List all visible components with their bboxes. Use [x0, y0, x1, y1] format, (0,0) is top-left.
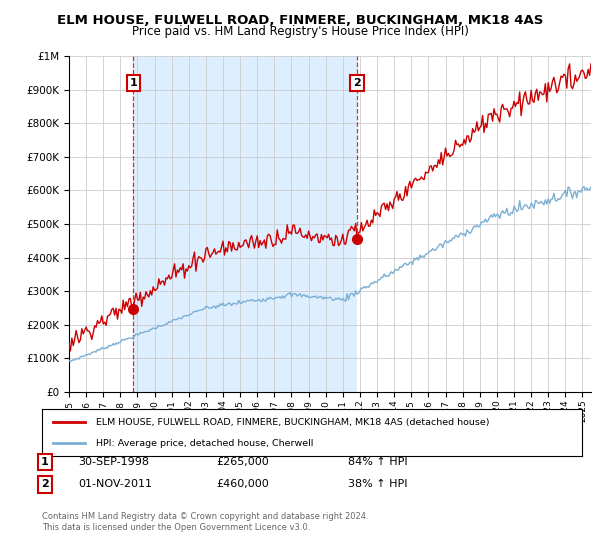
Bar	[133, 56, 357, 392]
Text: 1: 1	[41, 457, 49, 467]
Text: ELM HOUSE, FULWELL ROAD, FINMERE, BUCKINGHAM, MK18 4AS: ELM HOUSE, FULWELL ROAD, FINMERE, BUCKIN…	[57, 14, 543, 27]
Text: 2: 2	[353, 78, 361, 88]
Text: HPI: Average price, detached house, Cherwell: HPI: Average price, detached house, Cher…	[96, 438, 313, 447]
Text: 84% ↑ HPI: 84% ↑ HPI	[348, 457, 407, 467]
Text: 01-NOV-2011: 01-NOV-2011	[78, 479, 152, 489]
Text: Contains HM Land Registry data © Crown copyright and database right 2024.
This d: Contains HM Land Registry data © Crown c…	[42, 512, 368, 532]
Text: 30-SEP-1998: 30-SEP-1998	[78, 457, 149, 467]
Text: 1: 1	[130, 78, 137, 88]
Text: ELM HOUSE, FULWELL ROAD, FINMERE, BUCKINGHAM, MK18 4AS (detached house): ELM HOUSE, FULWELL ROAD, FINMERE, BUCKIN…	[96, 418, 490, 427]
Text: 38% ↑ HPI: 38% ↑ HPI	[348, 479, 407, 489]
Text: £460,000: £460,000	[216, 479, 269, 489]
Text: 2: 2	[41, 479, 49, 489]
Text: £265,000: £265,000	[216, 457, 269, 467]
Text: Price paid vs. HM Land Registry's House Price Index (HPI): Price paid vs. HM Land Registry's House …	[131, 25, 469, 38]
